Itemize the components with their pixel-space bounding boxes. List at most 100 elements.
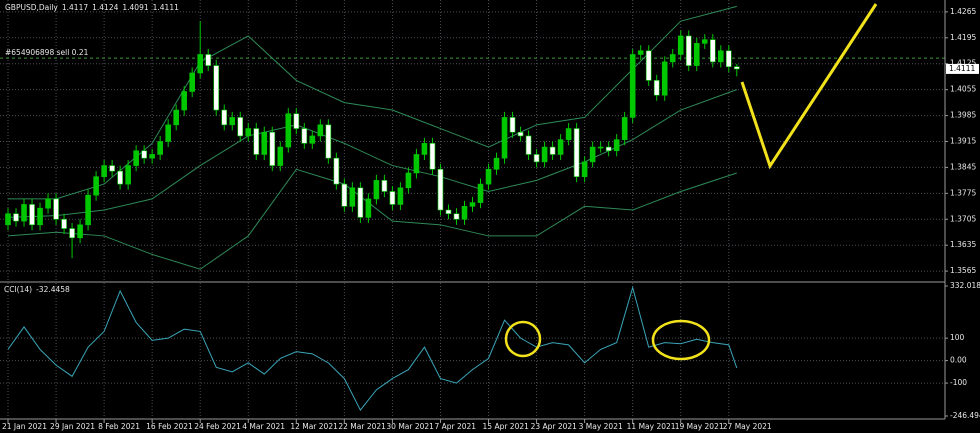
candle-body <box>133 150 139 166</box>
candle-body <box>165 124 171 142</box>
candle-body <box>21 204 27 222</box>
indicator-value: -32.4458 <box>36 285 70 294</box>
indicator-line <box>7 285 738 411</box>
price-marker-label: 1.4111 <box>949 64 975 73</box>
candle-body <box>149 154 155 159</box>
candle-body <box>53 198 59 220</box>
candle-body <box>125 165 131 185</box>
x-tick-label: 16 Feb 2021 <box>146 422 193 431</box>
candle-body <box>13 213 19 222</box>
x-tick-label: 4 Mar 2021 <box>242 422 285 431</box>
candle-body <box>437 168 444 211</box>
candle-body <box>397 187 404 205</box>
drawn-circle <box>504 320 542 358</box>
candle-body <box>181 91 187 111</box>
candle-body <box>205 54 212 66</box>
candle-body <box>117 170 123 185</box>
header-close: 1.4111 <box>153 3 179 12</box>
candle-body <box>677 35 684 55</box>
x-tick-label: 23 Apr 2021 <box>531 422 578 431</box>
grid-layer <box>0 0 945 418</box>
candle-body <box>565 128 572 140</box>
candle-body <box>37 207 43 226</box>
candle-body <box>77 224 83 239</box>
price-marker <box>946 63 979 74</box>
candle-body <box>309 135 316 144</box>
y-tick-label: 1.4125 <box>950 59 976 68</box>
candle-body <box>645 50 652 81</box>
candle-body <box>693 43 700 66</box>
indicator-label: CCI(14) <box>4 285 32 294</box>
y-tick-label: 1.3565 <box>950 266 976 275</box>
header-low: 1.4091 <box>122 3 148 12</box>
candle-body <box>61 218 67 229</box>
candle-body <box>701 39 708 44</box>
marks-layer <box>5 5 740 411</box>
candle-body <box>597 146 604 149</box>
candle-body <box>485 168 492 185</box>
candle-body <box>405 172 412 189</box>
candle-body <box>93 176 99 196</box>
x-tick-label: 30 Mar 2021 <box>386 422 434 431</box>
candle-body <box>453 213 460 220</box>
y-tick-label: 1.4055 <box>950 85 976 94</box>
y-tick-label: 0.00 <box>950 356 967 365</box>
candle-body <box>469 202 476 207</box>
candle-body <box>221 109 228 126</box>
candle-body <box>717 50 724 63</box>
candle-body <box>69 228 75 239</box>
candle-body <box>525 135 532 155</box>
candle-body <box>261 131 268 155</box>
candle-body <box>573 128 580 177</box>
x-tick-label: 19 May 2021 <box>675 422 724 431</box>
candle-body <box>477 183 484 203</box>
candle-body <box>341 183 348 207</box>
x-tick-label: 22 Mar 2021 <box>338 422 386 431</box>
candle-body <box>589 146 596 163</box>
x-tick-label: 15 Apr 2021 <box>483 422 530 431</box>
candle-body <box>709 39 716 63</box>
annotation <box>504 3 878 361</box>
candle-body <box>549 146 556 155</box>
drawn-v-line <box>740 3 878 170</box>
x-tick-label: 11 May 2021 <box>627 422 676 431</box>
candle-body <box>493 157 500 170</box>
candle-body <box>349 187 356 207</box>
y-tick-label: -246.4944 <box>950 411 980 420</box>
candle-body <box>333 157 340 185</box>
y-tick-label: 1.4195 <box>950 33 976 42</box>
y-tick-label: 1.3775 <box>950 188 976 197</box>
y-tick-label: 1.4265 <box>950 7 976 16</box>
x-tick-label: 3 May 2021 <box>579 422 623 431</box>
candle-body <box>157 141 163 155</box>
candle-body <box>581 161 588 177</box>
order-label: #654906898 sell 0.21 <box>5 48 89 57</box>
x-tick-label: 12 Mar 2021 <box>290 422 338 431</box>
candle-body <box>621 117 628 140</box>
candle-body <box>509 117 516 133</box>
y-tick-label: 1.3985 <box>950 111 976 120</box>
candle-body <box>429 143 436 170</box>
candle-body <box>725 50 732 67</box>
chart-title: GBPUSD,Daily <box>5 3 58 12</box>
candle-body <box>661 61 668 96</box>
y-tick-label: -100 <box>950 378 967 387</box>
candle-body <box>189 72 196 92</box>
header-high: 1.4124 <box>92 3 118 12</box>
candle-body <box>669 54 676 63</box>
candle-body <box>301 128 308 144</box>
chart-header: GBPUSD,Daily 1.4117 1.4124 1.4091 1.4111 <box>5 3 179 12</box>
candle-body <box>733 66 740 70</box>
candle-body <box>229 117 236 126</box>
candle-body <box>317 124 324 137</box>
x-tick-label: 21 Jan 2021 <box>2 422 47 431</box>
candle-body <box>173 109 179 126</box>
y-tick-label: 1.3635 <box>950 240 976 249</box>
candle-body <box>101 165 107 177</box>
candle-body <box>213 65 220 111</box>
candle-body <box>277 146 284 166</box>
x-tick-label: 7 Apr 2021 <box>434 422 476 431</box>
drawn-circle <box>651 319 711 361</box>
candle-body <box>325 124 332 159</box>
